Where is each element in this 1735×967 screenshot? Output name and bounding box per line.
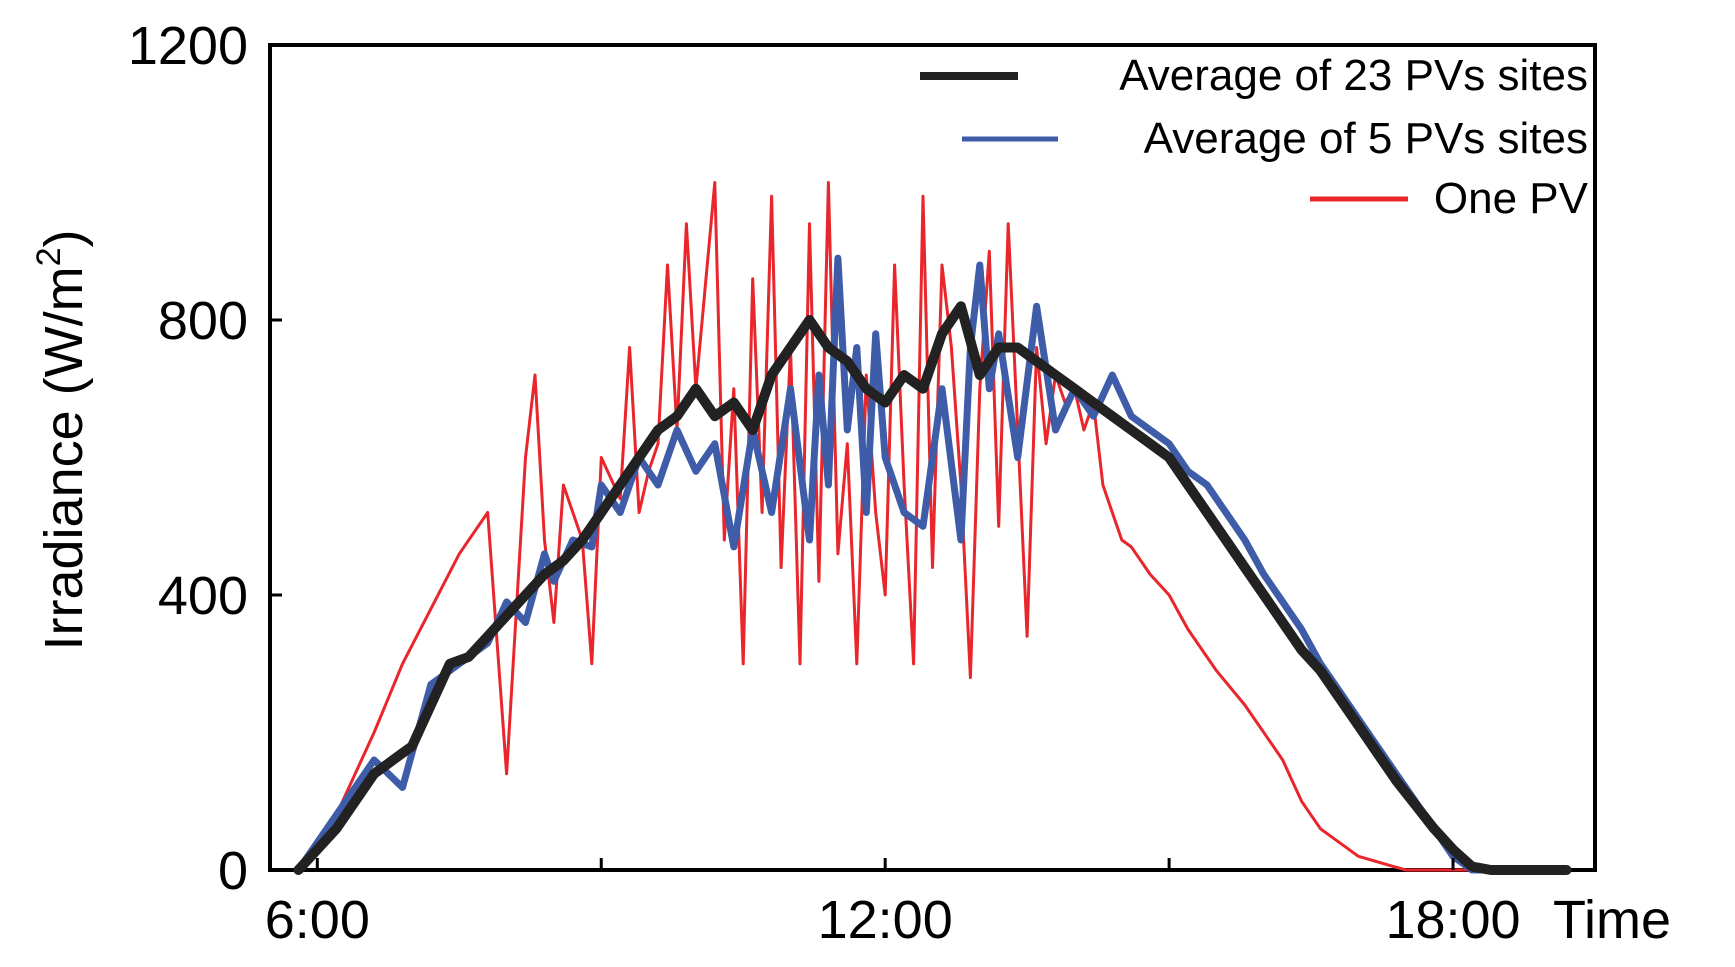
- x-axis-ticks: 6:00 12:00 18:00: [265, 858, 1521, 950]
- legend-label-2: One PV: [1434, 174, 1589, 223]
- legend-label-1: Average of 5 PVs sites: [1144, 114, 1588, 163]
- legend: Average of 23 PVs sites Average of 5 PVs …: [920, 51, 1589, 223]
- series-line-0: [296, 181, 1550, 872]
- y-axis-label-superscript: 2: [30, 247, 68, 266]
- y-tick-label-0: 0: [218, 841, 248, 901]
- y-tick-label-3: 1200: [128, 16, 248, 76]
- y-axis-ticks: 0 400 800 1200: [128, 16, 282, 901]
- legend-label-0: Average of 23 PVs sites: [1119, 51, 1588, 100]
- x-tick-label-2: 18:00: [1385, 890, 1520, 950]
- y-axis-label: Irradiance (W/m2): [30, 230, 94, 651]
- y-tick-label-1: 400: [158, 566, 248, 626]
- series-line-2: [293, 301, 1572, 875]
- plot-frame: [268, 43, 1597, 872]
- y-axis-label-close: ): [34, 230, 94, 248]
- y-axis-label-text: Irradiance (W/m: [34, 266, 94, 650]
- x-tick-label-1: 12:00: [818, 890, 953, 950]
- x-axis-label: Time: [1553, 890, 1671, 950]
- x-tick-label-0: 6:00: [265, 890, 370, 950]
- y-tick-label-2: 800: [158, 291, 248, 351]
- series-layer: [293, 181, 1572, 875]
